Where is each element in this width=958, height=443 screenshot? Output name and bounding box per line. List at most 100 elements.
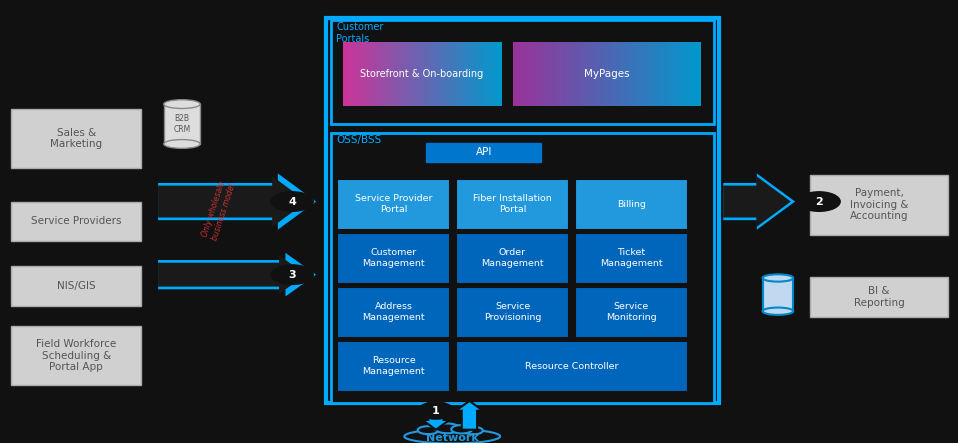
Bar <box>593 42 596 106</box>
Bar <box>810 277 948 317</box>
Bar <box>541 42 545 106</box>
Ellipse shape <box>164 100 200 109</box>
Bar <box>426 42 429 106</box>
Bar <box>380 42 383 106</box>
Text: Sales &
Marketing: Sales & Marketing <box>50 128 103 149</box>
Bar <box>562 42 566 106</box>
Ellipse shape <box>451 425 472 433</box>
Text: OSS/BSS: OSS/BSS <box>336 135 381 145</box>
Bar <box>600 42 604 106</box>
Text: Resource Controller: Resource Controller <box>525 362 619 371</box>
Bar <box>369 42 372 106</box>
Bar <box>525 42 529 106</box>
Text: API: API <box>475 148 492 157</box>
Text: 1: 1 <box>432 406 440 416</box>
Text: 2: 2 <box>815 197 823 206</box>
Bar <box>462 42 465 106</box>
Bar <box>670 42 673 106</box>
Bar <box>626 42 628 106</box>
Bar <box>11 326 141 385</box>
Bar <box>356 42 359 106</box>
Bar <box>438 42 441 106</box>
Circle shape <box>798 192 840 211</box>
Text: NIS/GIS: NIS/GIS <box>57 281 96 291</box>
Bar <box>583 42 587 106</box>
Bar <box>371 42 374 106</box>
Bar <box>658 42 662 106</box>
Bar <box>399 42 401 106</box>
Bar <box>653 42 657 106</box>
Bar <box>436 42 439 106</box>
Text: BI &
Reporting: BI & Reporting <box>854 286 904 307</box>
Bar <box>456 341 688 392</box>
Bar <box>456 179 569 230</box>
Bar <box>574 42 578 106</box>
Bar <box>376 42 379 106</box>
Bar <box>575 287 688 338</box>
Ellipse shape <box>404 429 500 443</box>
Bar <box>414 42 417 106</box>
Bar <box>337 233 450 284</box>
Bar <box>532 42 536 106</box>
Bar <box>558 42 561 106</box>
Bar <box>518 42 521 106</box>
Bar <box>682 42 685 106</box>
Text: Customer
Management: Customer Management <box>362 248 425 268</box>
Bar <box>614 42 617 106</box>
Bar <box>11 202 141 241</box>
Bar <box>471 42 474 106</box>
Bar <box>627 42 631 106</box>
Bar <box>644 42 648 106</box>
Text: Service
Monitoring: Service Monitoring <box>606 302 656 323</box>
Bar <box>481 42 484 106</box>
Bar <box>535 42 537 106</box>
Bar <box>488 42 490 106</box>
Bar <box>567 42 571 106</box>
Bar <box>686 42 690 106</box>
Bar <box>345 42 348 106</box>
Bar <box>434 42 437 106</box>
Text: Order
Management: Order Management <box>481 248 544 268</box>
Bar <box>469 42 472 106</box>
Bar <box>400 42 403 106</box>
Text: Network: Network <box>425 433 479 443</box>
Bar <box>373 42 376 106</box>
Bar <box>495 42 498 106</box>
FancyArrow shape <box>158 176 307 227</box>
Bar <box>416 42 419 106</box>
Bar <box>402 42 405 106</box>
Bar <box>485 42 489 106</box>
Bar <box>442 42 445 106</box>
Bar <box>556 42 559 106</box>
Ellipse shape <box>418 426 439 434</box>
Bar <box>454 42 457 106</box>
Bar <box>349 42 352 106</box>
Bar <box>351 42 354 106</box>
Bar <box>483 42 486 106</box>
Bar <box>698 42 701 106</box>
Bar <box>595 42 599 106</box>
Bar <box>391 42 394 106</box>
Bar <box>674 42 678 106</box>
Bar <box>468 42 470 106</box>
Bar <box>560 42 563 106</box>
Bar <box>406 42 409 106</box>
Circle shape <box>418 402 454 419</box>
Bar <box>331 20 714 124</box>
Text: MyPages: MyPages <box>584 69 629 79</box>
Bar <box>694 42 696 106</box>
Bar <box>479 42 482 106</box>
Text: Only wholesale
business model: Only wholesale business model <box>200 179 237 242</box>
Text: Service Providers: Service Providers <box>31 217 122 226</box>
Bar <box>579 42 582 106</box>
Bar <box>679 42 682 106</box>
Bar <box>365 42 368 106</box>
Bar <box>11 266 141 306</box>
Bar <box>598 42 601 106</box>
Bar <box>575 233 688 284</box>
Bar <box>430 42 433 106</box>
Bar <box>353 42 355 106</box>
Ellipse shape <box>435 424 460 433</box>
Bar <box>375 42 377 106</box>
Bar <box>11 109 141 168</box>
